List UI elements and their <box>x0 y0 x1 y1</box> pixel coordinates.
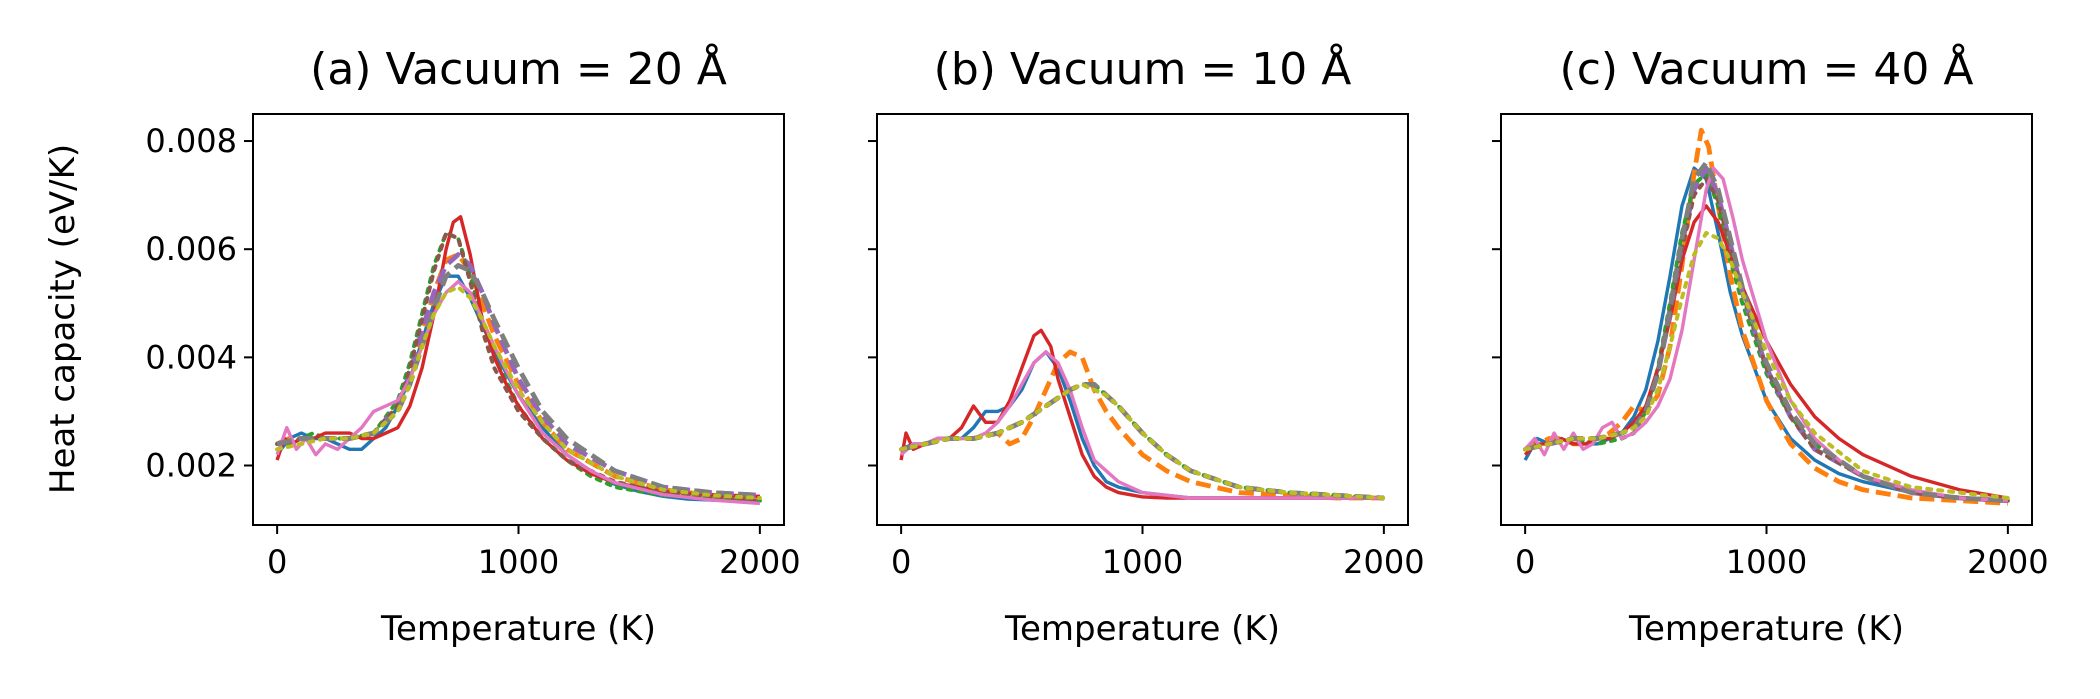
series-line-9 <box>1523 231 2010 500</box>
x-tick-label: 2000 <box>719 543 800 581</box>
series-line-2 <box>900 349 1384 501</box>
y-tick-label: 0.006 <box>145 230 237 268</box>
series-line-8 <box>1524 160 2009 504</box>
x-axis-label: Temperature (K) <box>1004 609 1280 649</box>
y-tick-label: 0.008 <box>145 122 237 160</box>
series-line-8 <box>276 263 761 498</box>
x-tick-label: 2000 <box>1343 543 1424 581</box>
series-line-9 <box>899 382 1386 500</box>
series-line-6 <box>1523 176 2010 503</box>
panels: (a) Vacuum = 20 Å 0 1000 2000 0.002 0.004 0.00… <box>145 42 2048 649</box>
series-group <box>275 215 762 506</box>
x-tick-label: 2000 <box>1967 543 2048 581</box>
x-axis-label: Temperature (K) <box>1628 609 1904 649</box>
series-group <box>1523 127 2010 506</box>
x-tick-label: 1000 <box>1726 543 1807 581</box>
y-tick-label: 0.002 <box>145 447 237 485</box>
series-line-7 <box>275 279 761 506</box>
y-tick-label: 0.004 <box>145 338 237 376</box>
panel-1: (a) Vacuum = 20 Å 0 1000 2000 0.002 0.004 0.00… <box>145 42 800 649</box>
series-group <box>899 328 1386 501</box>
series-line-9 <box>275 285 762 500</box>
panel-title: (a) Vacuum = 20 Å <box>310 42 727 95</box>
panel-3: (c) Vacuum = 40 Å 0 1000 2000 Temperature (K… <box>1492 42 2049 649</box>
series-line-7 <box>1523 166 2008 503</box>
x-tick-label: 1000 <box>478 543 559 581</box>
panel-title: (b) Vacuum = 10 Å <box>934 42 1352 95</box>
series-line-8 <box>900 382 1385 501</box>
panel-title: (c) Vacuum = 40 Å <box>1560 42 1974 95</box>
x-tick-label: 0 <box>1515 543 1535 581</box>
panel-2: (b) Vacuum = 10 Å 0 1000 2000 Temperature (K… <box>868 42 1425 649</box>
x-tick-label: 0 <box>267 543 287 581</box>
x-tick-label: 0 <box>891 543 911 581</box>
x-tick-label: 1000 <box>1102 543 1183 581</box>
y-axis-label: Heat capacity (eV/K) <box>43 144 83 494</box>
x-axis-label: Temperature (K) <box>380 609 656 649</box>
